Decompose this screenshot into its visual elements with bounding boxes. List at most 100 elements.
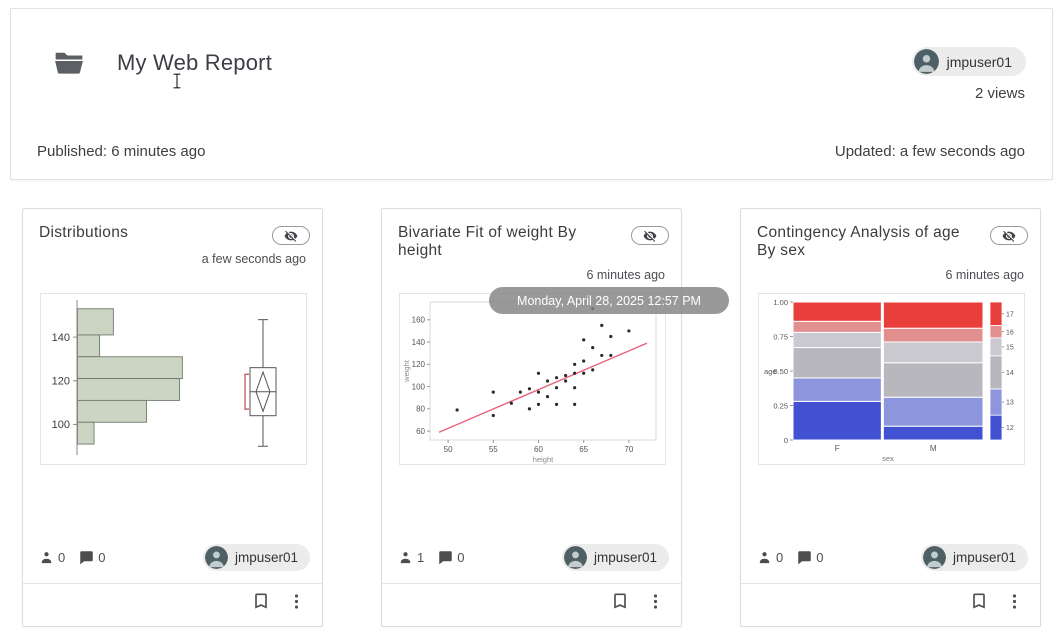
post-title: Distributions: [39, 224, 129, 241]
svg-text:60: 60: [416, 427, 425, 436]
svg-text:100: 100: [52, 419, 70, 431]
comments-count: 0: [98, 550, 106, 565]
more-options-button[interactable]: [287, 592, 306, 616]
contingency-thumbnail[interactable]: F M 1.00 0.75 0.50 0.25 0 age sex 12 13 14 15 16 17: [758, 293, 1025, 465]
bivariate-thumbnail[interactable]: 60 80 100 120 140 160 50 55 60 65 70 weight height: [399, 293, 666, 465]
svg-text:15: 15: [1006, 344, 1014, 351]
viewer-icon: [759, 552, 770, 564]
svg-text:140: 140: [52, 332, 70, 344]
bookmark-icon: [614, 593, 626, 609]
comment-icon: [439, 551, 452, 565]
svg-text:12: 12: [1006, 425, 1014, 432]
author-name: jmpuser01: [593, 550, 657, 565]
svg-text:70: 70: [624, 445, 633, 454]
viewers-count: 0: [776, 550, 784, 565]
eye-off-icon: [1002, 230, 1016, 242]
avatar: [204, 546, 228, 569]
more-options-button[interactable]: [1005, 592, 1024, 616]
updated-text: Updated: a few seconds ago: [834, 143, 1025, 160]
owner-chip[interactable]: jmpuser01: [911, 47, 1026, 76]
post-card-contingency[interactable]: Contingency Analysis of age By sex 6 min…: [740, 208, 1041, 627]
contingency-chart-svg: F M 1.00 0.75 0.50 0.25 0 age sex 12 13 14 15 16 17: [764, 298, 1014, 463]
svg-text:160: 160: [412, 316, 426, 325]
post-card-bivariate[interactable]: Bivariate Fit of weight By height 6 minu…: [381, 208, 729, 627]
owner-name: jmpuser01: [946, 53, 1012, 70]
post-timestamp: a few seconds ago: [201, 252, 306, 266]
card-footer: [969, 591, 1024, 616]
post-cards-row: Distributions a few seconds ago 140 120 10…: [22, 208, 1041, 627]
bivariate-chart-svg: 60 80 100 120 140 160 50 55 60 65 70 weight height: [402, 301, 657, 464]
svg-text:14: 14: [1006, 370, 1014, 377]
card-divider: [382, 583, 681, 584]
svg-text:50: 50: [444, 445, 453, 454]
avatar: [913, 49, 939, 74]
eye-off-icon: [643, 230, 657, 242]
report-header-card: My Web Report jmpuser01 2 views Publishe…: [10, 8, 1053, 180]
eye-off-icon: [284, 230, 298, 242]
svg-text:0.50: 0.50: [773, 367, 788, 376]
folder-icon[interactable]: [53, 49, 85, 77]
visibility-hidden-badge[interactable]: [272, 226, 310, 245]
viewers-stat: 0: [757, 550, 783, 565]
report-header-meta: Published: 6 minutes ago Updated: a few …: [37, 143, 1025, 160]
author-name: jmpuser01: [234, 550, 298, 565]
svg-text:120: 120: [412, 360, 426, 369]
bookmark-button[interactable]: [610, 591, 630, 616]
distributions-thumbnail[interactable]: 140 120 100: [40, 293, 307, 465]
report-title: My Web Report: [117, 50, 273, 75]
bookmark-button[interactable]: [251, 591, 271, 616]
viewer-icon: [400, 552, 411, 564]
svg-text:F: F: [835, 444, 840, 453]
author-chip[interactable]: jmpuser01: [561, 544, 669, 571]
kebab-menu-icon: [294, 593, 299, 609]
kebab-menu-icon: [1012, 593, 1017, 609]
svg-text:0.75: 0.75: [773, 332, 788, 341]
distributions-chart-svg: 140 120 100: [52, 300, 277, 455]
svg-text:120: 120: [52, 376, 70, 388]
svg-text:13: 13: [1006, 400, 1014, 407]
visibility-hidden-badge[interactable]: [631, 226, 669, 245]
card-head: Contingency Analysis of age By sex: [741, 209, 1040, 261]
svg-text:16: 16: [1006, 329, 1014, 336]
report-header-top: My Web Report: [11, 9, 1052, 77]
svg-text:age: age: [764, 367, 777, 376]
comments-count: 0: [457, 550, 465, 565]
post-card-distributions[interactable]: Distributions a few seconds ago 140 120 10…: [22, 208, 323, 627]
post-timestamp: 6 minutes ago: [586, 267, 665, 282]
more-options-button[interactable]: [646, 592, 665, 616]
card-divider: [741, 583, 1040, 584]
svg-text:0: 0: [784, 436, 788, 445]
svg-text:1.00: 1.00: [773, 298, 788, 307]
viewers-count: 0: [58, 550, 66, 565]
author-name: jmpuser01: [952, 550, 1016, 565]
card-head: Distributions: [23, 209, 322, 245]
comments-stat: 0: [797, 550, 823, 565]
author-chip[interactable]: jmpuser01: [202, 544, 310, 571]
kebab-menu-icon: [653, 593, 658, 609]
visibility-hidden-badge[interactable]: [990, 226, 1028, 245]
card-divider: [23, 583, 322, 584]
svg-text:80: 80: [416, 405, 425, 414]
svg-text:100: 100: [412, 382, 426, 391]
card-footer: [610, 591, 665, 616]
svg-text:140: 140: [412, 338, 426, 347]
post-timestamp: 6 minutes ago: [945, 267, 1024, 282]
svg-text:65: 65: [579, 445, 588, 454]
svg-text:weight: weight: [402, 359, 411, 383]
svg-text:0.25: 0.25: [773, 401, 788, 410]
comment-icon: [80, 551, 93, 565]
svg-text:height: height: [533, 455, 554, 464]
comment-icon: [798, 551, 811, 565]
svg-text:55: 55: [489, 445, 498, 454]
svg-text:17: 17: [1006, 311, 1014, 318]
svg-text:M: M: [930, 444, 937, 453]
viewer-icon: [41, 552, 52, 564]
author-chip[interactable]: jmpuser01: [920, 544, 1028, 571]
avatar: [563, 546, 587, 569]
bookmark-icon: [255, 593, 267, 609]
bookmark-button[interactable]: [969, 591, 989, 616]
viewers-count: 1: [417, 550, 425, 565]
card-footer: [251, 591, 306, 616]
published-text: Published: 6 minutes ago: [37, 143, 206, 160]
